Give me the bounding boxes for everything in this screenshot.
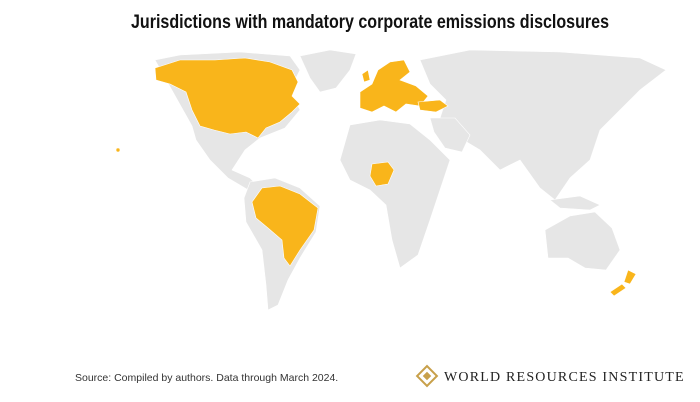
source-note: Source: Compiled by authors. Data throug… [75,372,338,384]
highlighted-jurisdiction [359,59,429,113]
highlighted-jurisdiction [609,283,627,297]
highlighted-jurisdiction [417,99,449,113]
title: Jurisdictions with mandatory corporate e… [131,12,609,33]
highlighted-jurisdiction [154,57,301,139]
land [299,49,357,93]
logo: WORLD RESOURCES INSTITUTE [415,364,685,388]
land [339,119,451,269]
highlighted-jurisdiction [251,185,319,267]
land [549,195,601,211]
highlighted-jurisdiction [369,161,395,187]
highlighted-jurisdiction [361,69,371,83]
land [544,211,621,271]
highlighted-jurisdiction [623,269,637,285]
logo-icon [415,364,439,388]
logo-text: WORLD RESOURCES INSTITUTE [444,370,685,385]
highlighted-jurisdiction [115,147,121,153]
world-map [115,49,667,311]
land [429,117,471,153]
